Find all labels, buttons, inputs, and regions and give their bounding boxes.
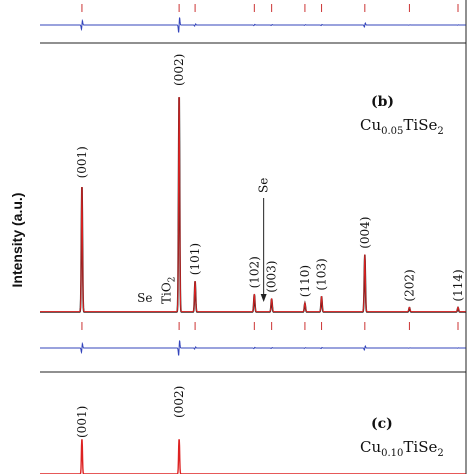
- panel-b-peak-labels: (001) (002) (101) (102) (003) (110) (103) (004)…: [75, 54, 465, 302]
- panel-b-peak-label: (001): [75, 146, 89, 178]
- panel-c-peak-labels: (001) (002): [75, 386, 186, 438]
- panel-b-peak-label: (202): [402, 269, 416, 301]
- panel-b-peak-label: (103): [315, 258, 329, 290]
- panel-b-difference-curve: [40, 340, 466, 356]
- panel-c-peak-label: (002): [172, 386, 186, 418]
- panel-c-letter: (c): [371, 416, 393, 432]
- panel-b-peak-label: (110): [298, 265, 312, 297]
- panel-b-peak-label: (101): [188, 243, 202, 275]
- panel-b-impurity-label: TiO2: [160, 277, 178, 304]
- panel-c-peak-label: (001): [75, 406, 89, 438]
- panel-b-peak-label: (002): [172, 54, 186, 86]
- panel-a-ticks: [81, 4, 459, 12]
- panel-b-impurity-label: Se: [137, 291, 152, 305]
- se-arrowhead: [260, 294, 267, 302]
- panel-b-peak-label: (003): [265, 261, 279, 293]
- panel-b-bragg-ticks: [81, 322, 459, 330]
- panel-b-letter: (b): [371, 94, 394, 110]
- panel-b-impurity-labels: Se TiO2 Se: [137, 178, 270, 305]
- y-axis-label: Intensity (a.u.): [9, 193, 25, 288]
- panel-b-impurity-label: Se: [257, 178, 271, 193]
- panel-c-sample-formula: Cu0.10TiSe2: [360, 438, 444, 459]
- panel-b-peak-label: (004): [358, 217, 372, 249]
- panel-b-peak-label: (102): [247, 256, 261, 288]
- panel-b-sample-formula: Cu0.05TiSe2: [360, 116, 444, 137]
- panel-b-peak-label: (114): [451, 269, 465, 301]
- panel-a-difference-curve: [40, 17, 466, 33]
- panel-b-calculated-curve: [40, 97, 466, 313]
